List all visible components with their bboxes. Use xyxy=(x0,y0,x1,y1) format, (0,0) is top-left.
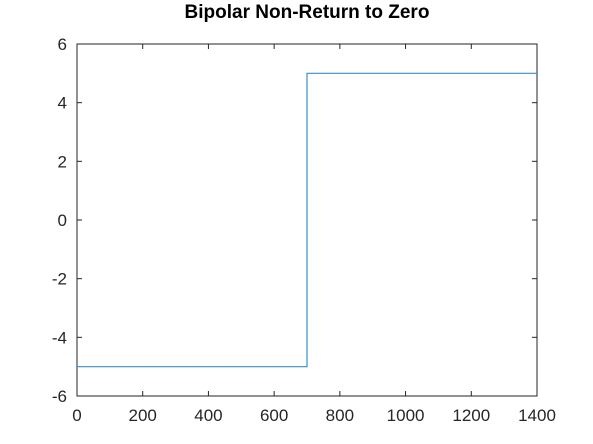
x-tick-label: 1000 xyxy=(387,406,425,425)
y-tick-label: -6 xyxy=(52,387,67,406)
x-tick-label: 400 xyxy=(194,406,222,425)
y-tick-label: -2 xyxy=(52,270,67,289)
y-tick-label: 2 xyxy=(58,152,67,171)
x-tick-label: 1400 xyxy=(518,406,556,425)
x-tick-label: 600 xyxy=(260,406,288,425)
x-tick-label: 0 xyxy=(72,406,81,425)
plot-area: 0 200 400 600 800 1000 1200 1400 -6 -4 -2 0 2 4 6 xyxy=(52,35,556,425)
y-tick-label: 6 xyxy=(58,35,67,54)
chart-title: Bipolar Non-Return to Zero xyxy=(185,2,430,23)
x-tick-label: 800 xyxy=(326,406,354,425)
series-line xyxy=(77,72,537,368)
y-tick-label: 0 xyxy=(58,211,67,230)
y-tick-label: -4 xyxy=(52,328,67,347)
y-tick-label: 4 xyxy=(58,94,67,113)
x-tick-label: 200 xyxy=(129,406,157,425)
x-tick-label: 1200 xyxy=(452,406,490,425)
